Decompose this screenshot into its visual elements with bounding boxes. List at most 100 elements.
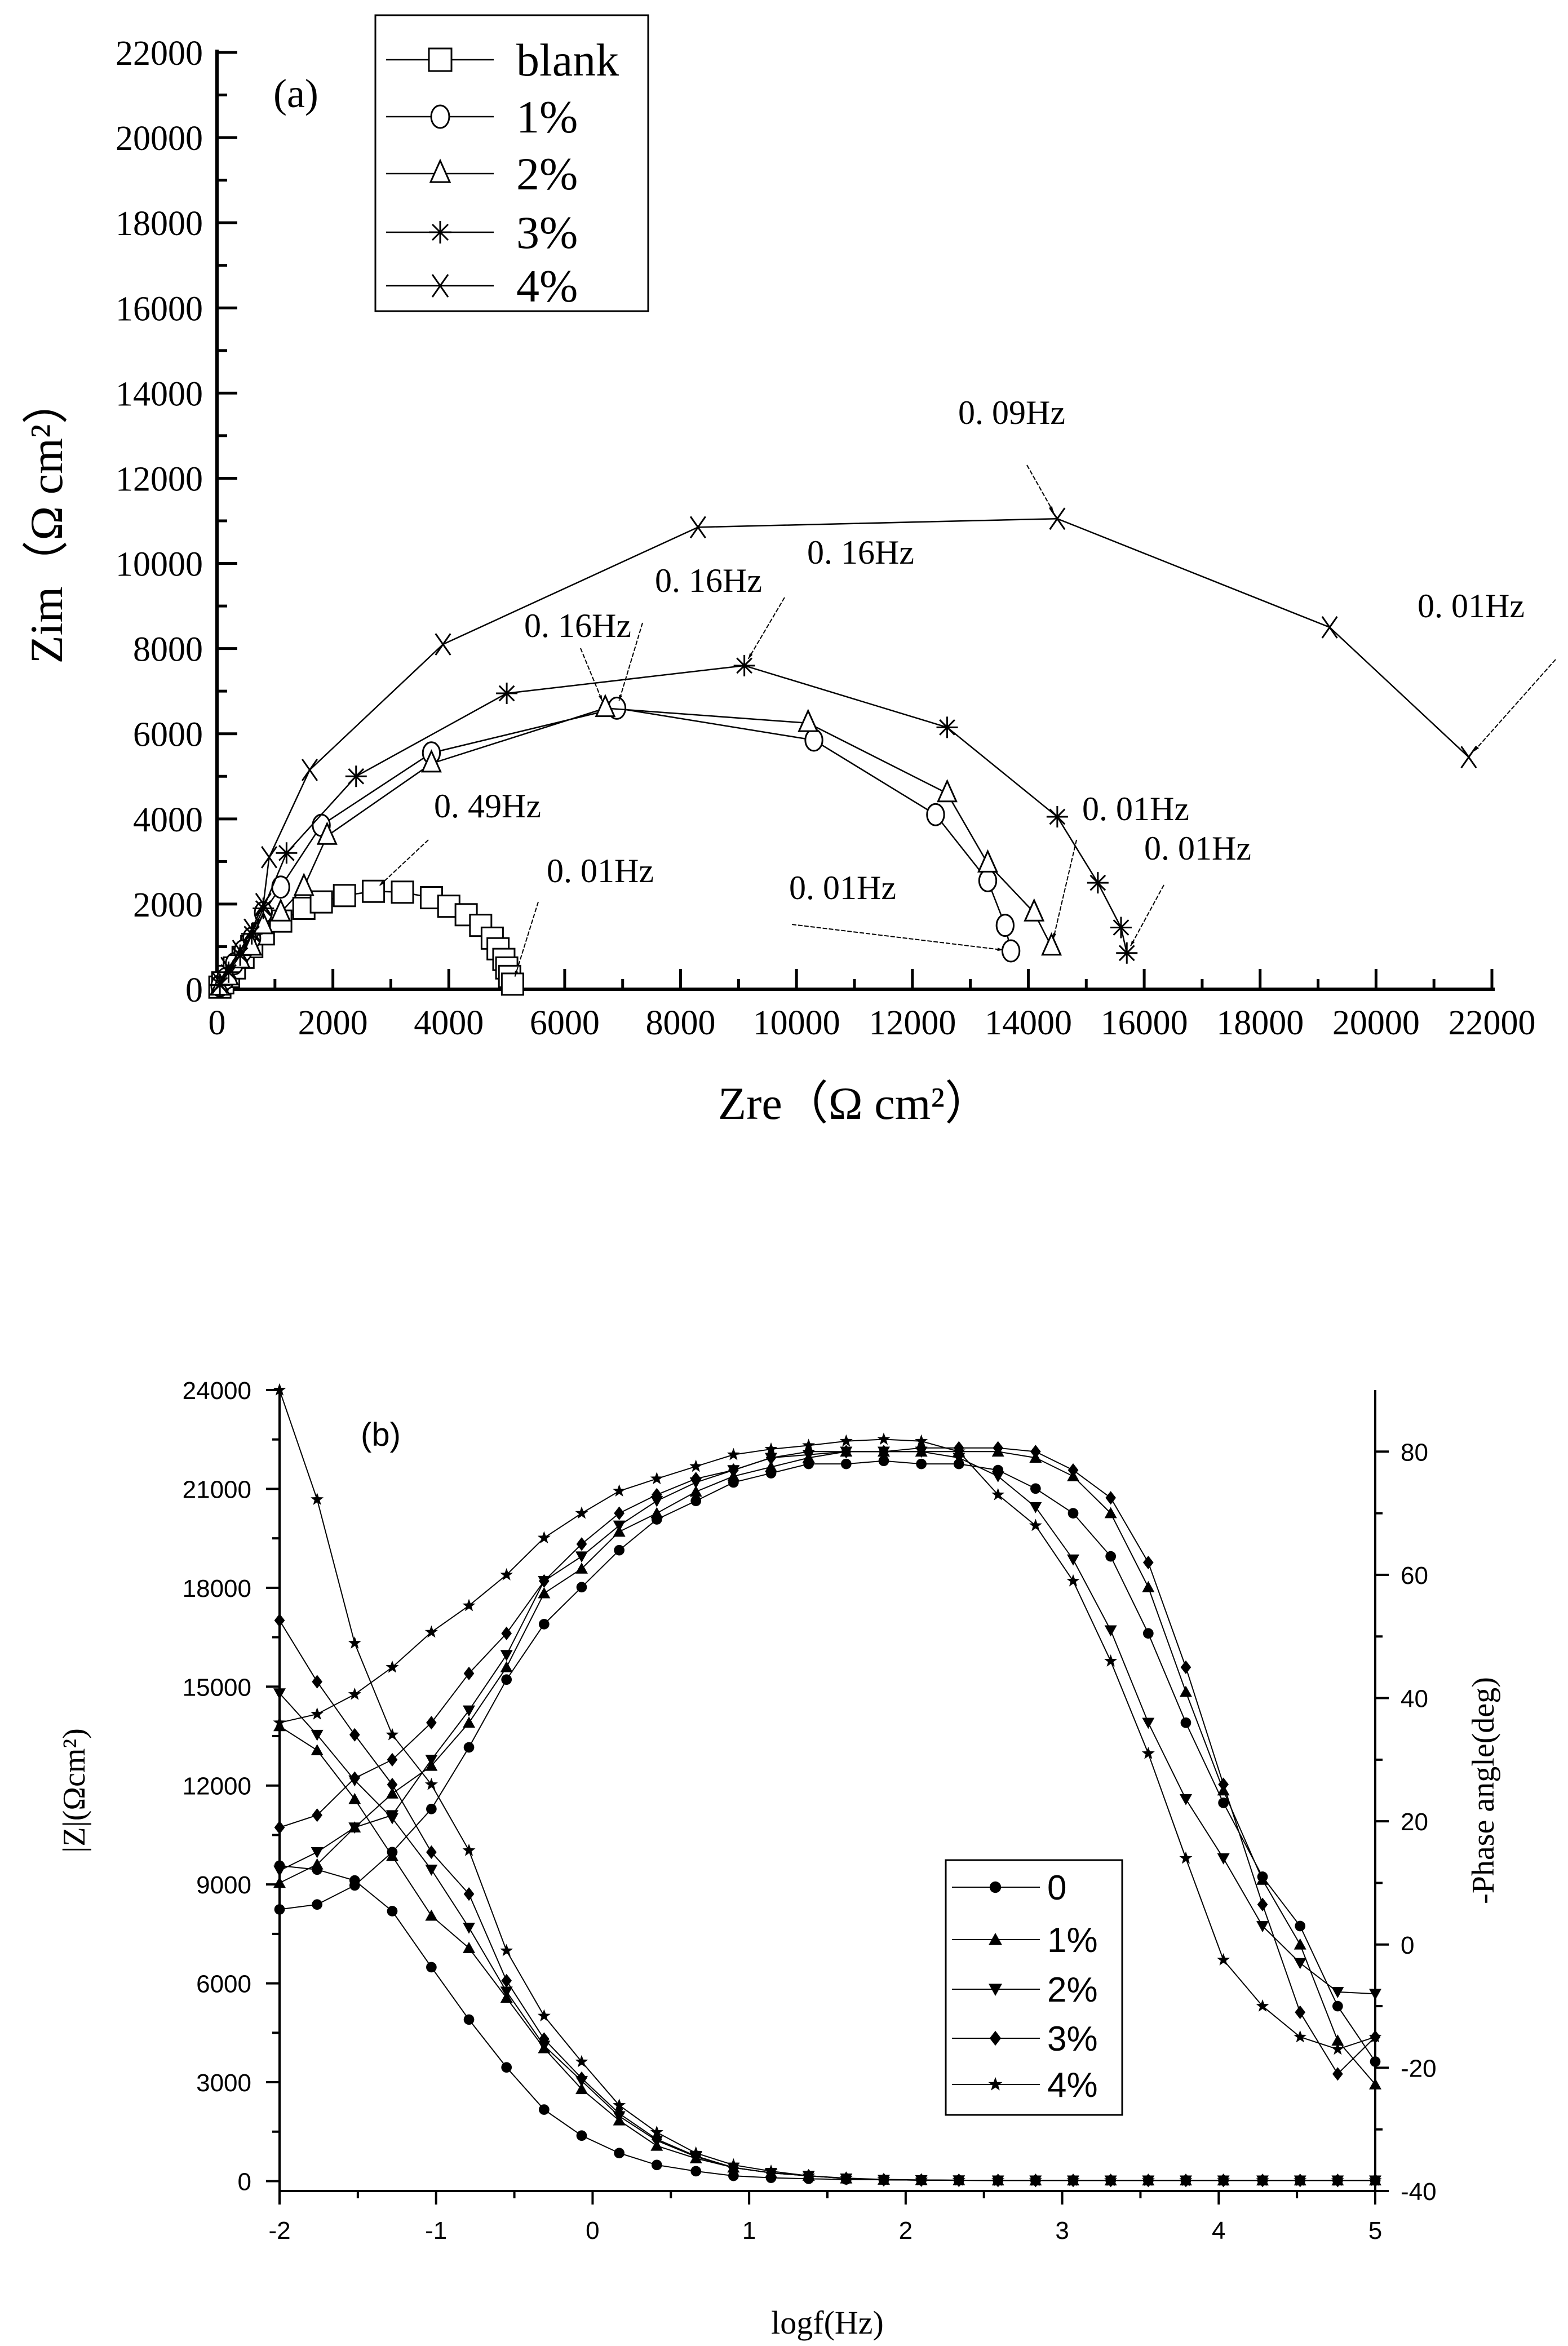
modulus-point [575,2055,588,2068]
phase-point [349,1771,360,1785]
x-tick-label: 20000 [1332,1004,1420,1042]
annotation-label: 0. 01Hz [1418,587,1525,625]
left-y-tick-label: 18000 [183,1575,251,1603]
phase-point [878,1445,889,1459]
data-point [232,940,249,962]
phase-point [1294,2030,1307,2043]
modulus-point [348,1792,361,1804]
phase-point [1218,1777,1229,1791]
modulus-point [273,1688,286,1699]
phase-point [613,1520,626,1532]
modulus-point [500,1944,513,1957]
legend-marker [431,274,449,298]
modulus-point [651,2159,662,2171]
left-y-tick-label: 9000 [196,1871,251,1899]
x-tick-label: 14000 [985,1004,1072,1042]
annotation-arrow [1052,839,1077,940]
phase-point [1104,1625,1117,1637]
annotation-label: 0. 16Hz [807,534,914,571]
data-point [345,765,367,787]
phase-point [1369,1989,1381,2000]
modulus-point [273,1383,286,1396]
phase-point [1142,1718,1155,1729]
phase-point [348,1822,361,1834]
x-tick-label: 2000 [298,1004,368,1042]
modulus-point [463,1942,476,1953]
modulus-point [426,1962,437,1973]
data-point [420,749,442,773]
phase-point [952,1445,965,1458]
modulus-point [426,1845,437,1859]
modulus-point [425,1865,438,1876]
phase-point [1029,1519,1042,1531]
annotation-arrow [618,622,643,701]
legend-label: blank [516,34,619,86]
phase-point [1105,1491,1117,1505]
phase-line [279,1447,1376,2075]
modulus-point [425,1909,438,1921]
data-point [1024,898,1045,922]
modulus-point [764,2164,778,2177]
legend-entry: 2% [386,148,578,200]
y-tick-label: 20000 [116,119,203,158]
phase-point [765,1460,778,1472]
phase-point [915,1434,928,1447]
phase-point [1180,1660,1191,1674]
y-tick-label: 0 [185,971,203,1010]
phase-point [463,1705,476,1717]
legend-entry: 3% [386,207,578,258]
right-y-tick-label: 60 [1401,1562,1428,1590]
bode-chart: -2 -1 0 1 2 3 4 5030006000900012000150001800021… [57,1377,1501,2341]
phase-point [274,1820,285,1835]
data-point [1110,917,1132,939]
phase-point [1332,2000,1343,2012]
modulus-line [279,1865,1375,2181]
modulus-point [537,2009,551,2022]
phase-point [273,1876,286,1888]
data-point [995,914,1015,937]
modulus-point [463,2014,475,2025]
y-tick-label: 14000 [116,375,203,413]
phase-point [916,1458,927,1469]
modulus-point [463,1922,476,1934]
legend-marker [989,1881,1002,1893]
modulus-point [538,2032,550,2046]
right-y-tick-label: -20 [1401,2055,1437,2082]
modulus-point [991,2174,1005,2186]
legend-entry: blank [386,34,619,86]
series-1% [273,1445,1381,2186]
phase-point [538,1574,550,1588]
modulus-point [462,1843,476,1856]
x-tick-label: 4000 [414,1004,484,1042]
data-point [1001,939,1021,963]
data-point [301,759,318,781]
phase-point [576,1537,587,1551]
legend-marker [430,104,450,129]
data-point [978,869,998,892]
annotation-label: 0. 01Hz [1082,790,1189,827]
phase-point [312,1899,323,1910]
data-point [391,880,414,904]
legend-marker [989,1984,1002,1996]
modulus-point [386,1849,398,1861]
modulus-point [614,2148,624,2159]
x-tick-label: -1 [425,2217,447,2245]
legend-label: 0 [1047,1869,1066,1907]
modulus-point [501,2062,512,2073]
phase-point [500,1661,513,1672]
phase-point [1370,2056,1381,2067]
annotation-arrow [1026,464,1054,512]
phase-point [1104,1654,1118,1667]
annotation-label: 0. 16Hz [655,562,762,599]
phase-point [802,1438,816,1451]
legend-entry: 3% [952,2020,1098,2059]
modulus-point [501,1973,512,1988]
data-point [1041,932,1062,956]
modulus-point [1179,2174,1193,2186]
phase-point [650,1507,663,1519]
modulus-point [424,1777,438,1790]
modulus-point [1368,2174,1382,2186]
annotation-arrow [1473,659,1556,752]
data-point [435,633,451,656]
phase-point [689,1485,702,1497]
